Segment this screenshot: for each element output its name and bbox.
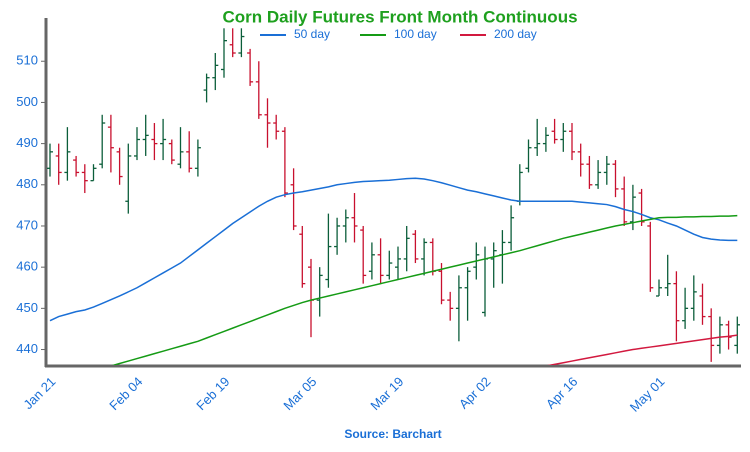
y-tick-label: 480 [16,176,38,191]
chart-title: Corn Daily Futures Front Month Continuou… [222,7,577,26]
source: Source: Barchart [344,427,441,441]
x-tick-label: Mar 19 [367,374,406,413]
ma-line [49,177,738,322]
x-tick-label: Mar 05 [280,374,319,413]
legend-label: 50 day [294,27,330,41]
legend-label: 100 day [394,27,437,41]
y-tick-label: 500 [16,94,38,109]
legend-label: 200 day [494,27,537,41]
y-tick-label: 470 [16,217,38,232]
y-tick-label: 460 [16,259,38,274]
y-tick-label: 510 [16,53,38,68]
x-tick-label: May 01 [627,374,668,415]
x-tick-label: Feb 04 [106,374,145,413]
y-tick-label: 490 [16,135,38,150]
x-tick-label: Apr 16 [543,374,581,412]
x-tick-label: Feb 19 [193,374,232,413]
ma-line [111,214,738,365]
x-tick-label: Jan 21 [20,374,58,412]
x-tick-label: Apr 02 [456,374,494,412]
y-tick-label: 450 [16,300,38,315]
y-tick-label: 440 [16,341,38,356]
ma-line [547,334,738,365]
